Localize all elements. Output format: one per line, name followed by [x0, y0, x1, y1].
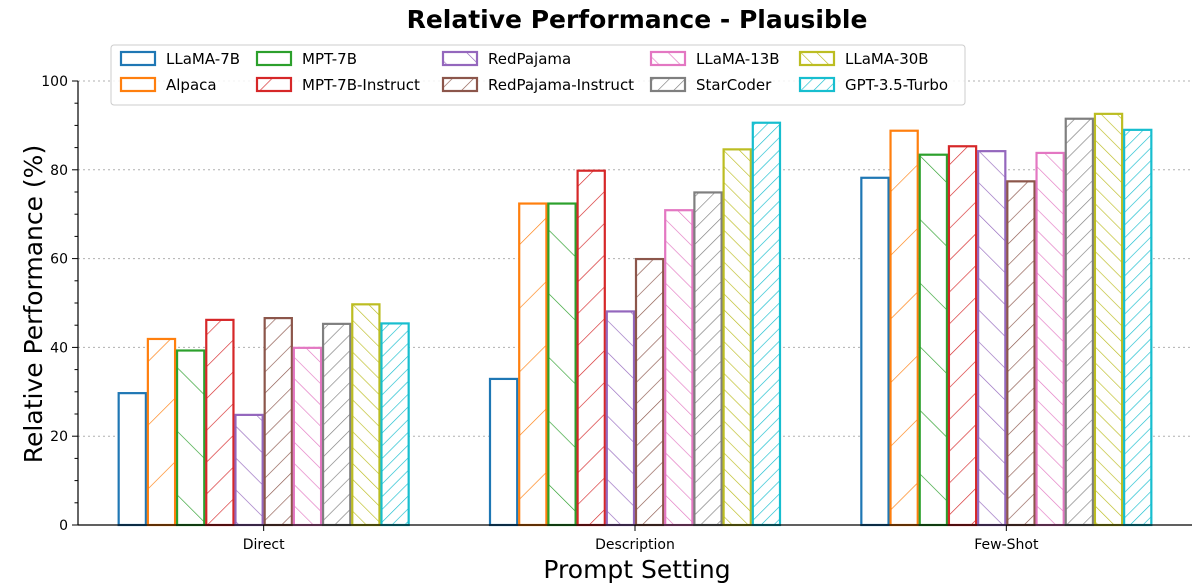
bar-gpt-3-5-turbo-direct	[380, 322, 410, 527]
x-tick-label: Direct	[243, 537, 285, 553]
legend-label: LLaMA-13B	[696, 50, 780, 68]
legend-swatch	[255, 76, 293, 93]
bar-mpt-7b-few-shot	[918, 153, 949, 527]
legend-label: Alpaca	[166, 76, 217, 94]
bar-llama-7b-description	[488, 377, 519, 527]
bar-llama-7b-few-shot	[860, 176, 890, 527]
bar-llama-7b-direct	[117, 392, 147, 527]
y-tick-label: 0	[59, 518, 68, 534]
bar-llama-13b-description	[664, 209, 694, 527]
y-axis-label: Relative Performance (%)	[19, 145, 48, 463]
bar-redpajama-instruct-description	[634, 257, 665, 527]
legend-label: MPT-7B	[302, 50, 357, 68]
legend-swatch	[798, 50, 836, 67]
bar-llama-30b-direct	[351, 303, 381, 527]
bar-llama-30b-description	[722, 148, 752, 527]
legend-swatch	[441, 50, 479, 67]
legend-label: RedPajama	[488, 50, 571, 68]
y-tick-label: 80	[50, 163, 68, 179]
bar-redpajama-instruct-few-shot	[1006, 180, 1036, 527]
legend-swatch	[649, 50, 687, 67]
legend-swatch	[255, 50, 293, 67]
x-tick-label: Description	[595, 537, 675, 553]
legend-swatch	[798, 76, 836, 93]
legend-label: LLaMA-30B	[845, 50, 929, 68]
legend-swatch	[649, 76, 687, 93]
chart-title: Relative Performance - Plausible	[407, 5, 868, 34]
legend-label: GPT-3.5-Turbo	[845, 76, 948, 94]
bar-alpaca-direct	[146, 337, 177, 527]
legend-label: LLaMA-7B	[166, 50, 240, 68]
bar-mpt-7b-instruct-direct	[205, 318, 235, 527]
legend-swatch	[119, 76, 157, 93]
y-tick-label: 20	[50, 429, 68, 445]
bar-redpajama-description	[605, 310, 636, 527]
legend-swatch	[119, 50, 157, 67]
bar-mpt-7b-direct	[175, 349, 206, 527]
legend-label: MPT-7B-Instruct	[302, 76, 420, 94]
legend-swatch	[441, 76, 479, 93]
bar-mpt-7b-description	[547, 202, 577, 527]
y-tick-label: 60	[50, 252, 68, 268]
bar-llama-30b-few-shot	[1093, 112, 1124, 527]
legend-label: RedPajama-Instruct	[488, 76, 634, 94]
bar-redpajama-few-shot	[977, 150, 1007, 527]
bar-mpt-7b-instruct-description	[576, 169, 606, 527]
x-tick-label: Few-Shot	[974, 537, 1039, 553]
y-tick-label: 40	[50, 340, 68, 356]
x-ticks: Direct Description Few-Shot	[243, 525, 1039, 553]
bar-redpajama-instruct-direct	[263, 316, 293, 527]
y-tick-label: 100	[41, 74, 68, 90]
y-ticks: 0 20 40 60 80 100	[41, 74, 78, 534]
legend: LLaMA-7B Alpaca MPT-7B MPT-7B-Instruct RedPa…	[110, 44, 966, 106]
bar-llama-13b-direct	[292, 346, 323, 527]
legend-frame	[110, 44, 966, 106]
bar-mpt-7b-instruct-few-shot	[947, 145, 978, 527]
bar-starcoder-direct	[321, 322, 352, 527]
bar-gpt-3-5-turbo-description	[751, 121, 782, 527]
bar-gpt-3-5-turbo-few-shot	[1123, 128, 1153, 527]
x-axis-label: Prompt Setting	[543, 555, 730, 584]
bar-alpaca-description	[518, 202, 548, 527]
bar-starcoder-few-shot	[1064, 117, 1095, 527]
legend-label: StarCoder	[696, 76, 772, 94]
bar-llama-13b-few-shot	[1035, 151, 1065, 527]
bars	[117, 112, 1153, 527]
bar-alpaca-few-shot	[889, 129, 919, 527]
bar-redpajama-direct	[234, 413, 264, 527]
bar-starcoder-description	[693, 191, 723, 527]
